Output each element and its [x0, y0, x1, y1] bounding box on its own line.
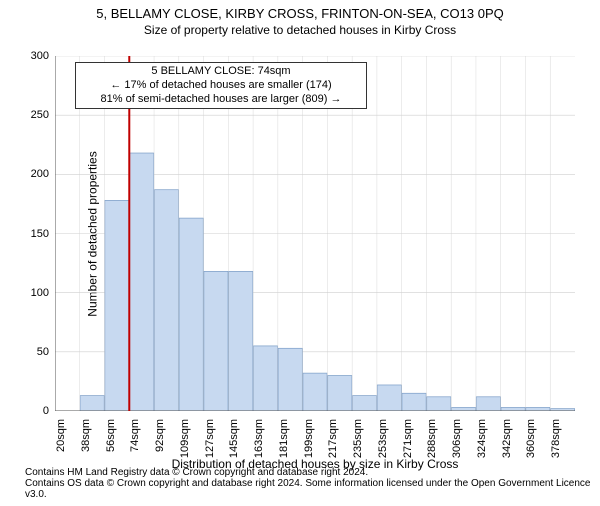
- footer-line-2: Contains OS data © Crown copyright and d…: [25, 478, 600, 500]
- x-tick-label: 109sqm: [179, 419, 191, 459]
- x-tick-label: 38sqm: [80, 419, 92, 459]
- x-tick-label: 56sqm: [105, 419, 117, 459]
- histogram-chart: [55, 56, 575, 411]
- footer-line-1: Contains HM Land Registry data © Crown c…: [25, 467, 600, 478]
- x-tick-label: 342sqm: [501, 419, 513, 459]
- x-tick-label: 92sqm: [154, 419, 166, 459]
- x-tick-label: 127sqm: [204, 419, 216, 459]
- y-tick-label: 150: [19, 228, 49, 240]
- annotation-box: 5 BELLAMY CLOSE: 74sqm ← 17% of detached…: [75, 62, 367, 109]
- x-tick-label: 306sqm: [451, 419, 463, 459]
- x-tick-label: 378sqm: [550, 419, 562, 459]
- x-tick-label: 163sqm: [253, 419, 265, 459]
- x-tick-label: 199sqm: [303, 419, 315, 459]
- x-tick-label: 235sqm: [352, 419, 364, 459]
- y-tick-label: 100: [19, 287, 49, 299]
- y-tick-label: 0: [19, 405, 49, 417]
- x-tick-label: 181sqm: [278, 419, 290, 459]
- y-tick-label: 250: [19, 109, 49, 121]
- annotation-line-1: ← 17% of detached houses are smaller (17…: [82, 79, 360, 93]
- annotation-line-2: 81% of semi-detached houses are larger (…: [82, 93, 360, 107]
- y-tick-label: 50: [19, 346, 49, 358]
- x-tick-label: 324sqm: [476, 419, 488, 459]
- x-tick-label: 74sqm: [129, 419, 141, 459]
- x-tick-label: 253sqm: [377, 419, 389, 459]
- x-tick-label: 271sqm: [402, 419, 414, 459]
- x-tick-label: 20sqm: [55, 419, 67, 459]
- footer-attribution: Contains HM Land Registry data © Crown c…: [25, 467, 600, 500]
- x-tick-label: 145sqm: [228, 419, 240, 459]
- page-title: 5, BELLAMY CLOSE, KIRBY CROSS, FRINTON-O…: [0, 6, 600, 21]
- x-tick-label: 360sqm: [525, 419, 537, 459]
- chart-container: Number of detached properties Distributi…: [55, 56, 575, 411]
- y-tick-label: 300: [19, 50, 49, 62]
- y-tick-label: 200: [19, 168, 49, 180]
- annotation-title: 5 BELLAMY CLOSE: 74sqm: [82, 65, 360, 79]
- x-tick-label: 217sqm: [327, 419, 339, 459]
- x-tick-label: 288sqm: [426, 419, 438, 459]
- page-subtitle: Size of property relative to detached ho…: [0, 23, 600, 37]
